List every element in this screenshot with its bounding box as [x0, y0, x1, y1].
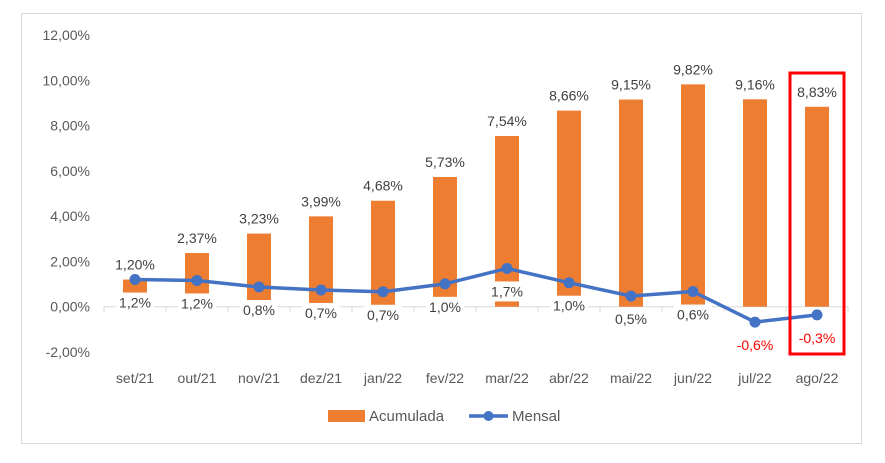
line-point-mensal: [749, 316, 761, 328]
line-data-label: -0,6%: [737, 337, 774, 353]
bar-acumulada: [557, 110, 581, 307]
highlight-box: [788, 71, 846, 356]
line-label-background: [426, 296, 464, 317]
bar-acumulada: [743, 99, 767, 307]
bar-data-label: 5,73%: [425, 154, 465, 170]
line-data-label: 1,7%: [491, 283, 523, 299]
line-label-background: [240, 300, 278, 321]
line-label-background: [302, 302, 340, 323]
bar-data-label: 3,23%: [239, 211, 279, 227]
x-tick-label: mai/22: [610, 370, 652, 386]
bar-data-label: 9,15%: [611, 77, 651, 93]
line-point-mensal: [253, 281, 265, 293]
line-series-mensal: [129, 262, 823, 328]
line-point-mensal: [129, 274, 141, 286]
bar-data-label: 4,68%: [363, 178, 403, 194]
line-point-mensal: [191, 274, 203, 286]
y-axis: -2,00% 0,00% 2,00% 4,00% 6,00% 8,00% 10,00% 12,…: [43, 27, 90, 360]
line-label-background: [794, 327, 840, 348]
line-label-background: [732, 335, 778, 356]
line-data-label: 0,7%: [305, 305, 337, 321]
x-tick-label: out/21: [178, 370, 217, 386]
y-tick-label: 2,00%: [50, 253, 90, 269]
line-point-mensal: [563, 277, 575, 289]
line-point-mensal: [811, 309, 823, 321]
line-label-background: [178, 293, 216, 314]
legend-label-mensal: Mensal: [512, 408, 560, 425]
x-tick-label: abr/22: [549, 370, 589, 386]
bar-data-label: 3,99%: [301, 193, 341, 209]
line-label-background: [612, 309, 650, 330]
y-tick-label: 10,00%: [43, 72, 90, 88]
legend-swatch-acumulada: [328, 410, 365, 422]
bar-acumulada: [619, 99, 643, 307]
bar-data-label: 9,82%: [673, 61, 713, 77]
y-tick-label: 0,00%: [50, 299, 90, 315]
bar-data-label: 9,16%: [735, 76, 775, 92]
y-tick-label: 6,00%: [50, 163, 90, 179]
y-tick-label: 4,00%: [50, 208, 90, 224]
line-label-background: [364, 304, 402, 325]
legend-label-acumulada: Acumulada: [369, 408, 445, 425]
bar-data-label: 8,83%: [797, 84, 837, 100]
x-tick-label: fev/22: [426, 370, 464, 386]
line-label-background: [550, 295, 588, 316]
bar-acumulada: [681, 84, 705, 307]
x-tick-label: ago/22: [796, 370, 839, 386]
line-label-background: [488, 281, 526, 302]
line-point-mensal: [687, 286, 699, 298]
line-label-background: [674, 304, 712, 325]
bar-acumulada: [495, 135, 519, 307]
bar-data-label: 7,54%: [487, 113, 527, 129]
line-data-label: 0,5%: [615, 311, 647, 327]
highlight-rectangle: [788, 71, 846, 356]
data-labels: 1,20% 2,37% 3,23% 3,99% 4,68% 5,73% 7,54% 8,66%…: [115, 61, 840, 356]
line-data-label: 0,6%: [677, 307, 709, 323]
line-point-mensal: [439, 278, 451, 290]
bar-acumulada: [247, 233, 271, 307]
bar-acumulada: [805, 106, 829, 307]
bar-data-label: 2,37%: [177, 230, 217, 246]
legend: Acumulada Mensal: [328, 408, 560, 425]
line-point-mensal: [315, 284, 327, 296]
x-tick-label: jul/22: [737, 370, 772, 386]
y-tick-label: 8,00%: [50, 118, 90, 134]
bar-series-acumulada: [123, 84, 829, 307]
x-tick-label: mar/22: [485, 370, 529, 386]
line-mensal: [134, 266, 818, 324]
bar-data-label: 8,66%: [549, 88, 589, 104]
line-data-label: 1,2%: [119, 295, 151, 311]
x-tick-label: set/21: [116, 370, 154, 386]
y-tick-label: -2,00%: [46, 344, 90, 360]
x-tick-label: dez/21: [300, 370, 342, 386]
line-data-label: 0,8%: [243, 302, 275, 318]
y-tick-label: 12,00%: [43, 27, 90, 43]
x-tick-label: jan/22: [363, 370, 402, 386]
line-label-background: [116, 292, 154, 313]
x-tick-label: nov/21: [238, 370, 280, 386]
line-data-label: 1,0%: [429, 299, 461, 315]
x-tick-label: jun/22: [673, 370, 712, 386]
line-data-label: -0,3%: [799, 330, 836, 346]
line-data-label: 0,7%: [367, 307, 399, 323]
bar-data-label: 1,20%: [115, 257, 155, 273]
line-point-mensal: [625, 290, 637, 302]
line-data-label: 1,2%: [181, 295, 213, 311]
line-data-label: 1,0%: [553, 298, 585, 314]
legend-marker-mensal: [483, 411, 494, 421]
line-point-mensal: [377, 286, 389, 298]
line-point-mensal: [501, 262, 513, 274]
